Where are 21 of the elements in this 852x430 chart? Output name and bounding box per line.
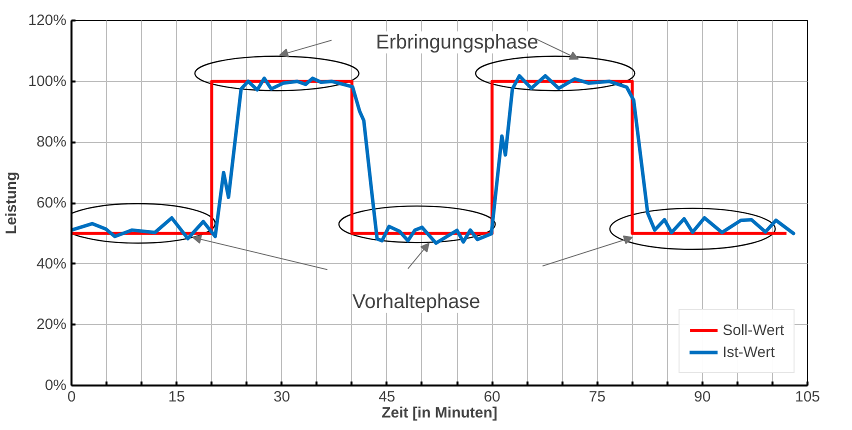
- x-tick-label: 0: [67, 388, 76, 406]
- y-tick-label: 40%: [36, 255, 67, 272]
- x-tick-label: 60: [484, 388, 500, 406]
- y-tick-label: 120%: [28, 12, 67, 29]
- x-axis-title: Zeit [in Minuten]: [382, 404, 498, 422]
- x-tick-label: 30: [273, 388, 290, 406]
- x-tick-label: 75: [588, 388, 606, 406]
- x-tick-label: 45: [378, 388, 396, 406]
- x-tick-label: 105: [794, 388, 820, 406]
- annotation: Vorhaltephase: [352, 290, 480, 313]
- x-tick-label: 15: [168, 388, 185, 406]
- x-tick-label: 90: [694, 388, 711, 406]
- y-tick-label: 100%: [28, 72, 67, 90]
- y-axis-title: Leistung: [3, 172, 20, 234]
- y-tick-label: 60%: [36, 194, 67, 212]
- legend-label: Ist-Wert: [722, 344, 775, 360]
- annotation: Erbringungsphase: [376, 31, 538, 54]
- legend-label: Soll-Wert: [722, 322, 784, 338]
- y-tick-label: 0%: [44, 377, 67, 394]
- y-tick-label: 80%: [36, 134, 67, 151]
- y-tick-label: 20%: [36, 316, 67, 334]
